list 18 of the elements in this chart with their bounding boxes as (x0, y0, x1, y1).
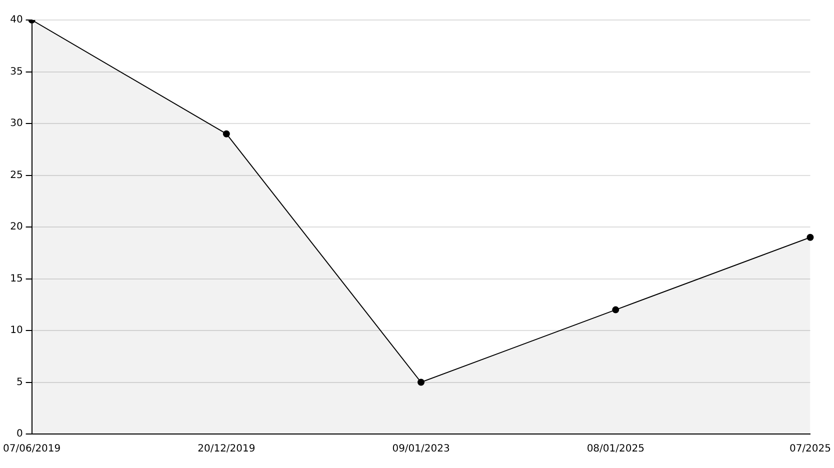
x-tick-label: 09/01/2023 (392, 444, 450, 455)
point (806, 234, 814, 241)
y-tick-label: 30 (10, 118, 23, 130)
y-tick-label: 15 (10, 273, 23, 284)
x-tick-label: 07/2025 (789, 444, 831, 455)
x-tick-label: 20/12/2019 (198, 444, 256, 455)
y-tick-label: 5 (16, 376, 23, 388)
x-tick-label: 08/01/2025 (586, 444, 644, 455)
x-tick-label: 07/06/2019 (3, 444, 61, 455)
y-tick-label: 20 (10, 222, 23, 233)
point (612, 306, 620, 314)
y-tick-label: 0 (16, 428, 23, 440)
y-tick-label: 10 (10, 325, 23, 336)
point (418, 378, 425, 386)
y-tick-label: 40 (10, 14, 23, 26)
y-tick-label: 35 (10, 66, 23, 78)
point (222, 130, 230, 138)
y-tick-label: 25 (10, 170, 23, 181)
